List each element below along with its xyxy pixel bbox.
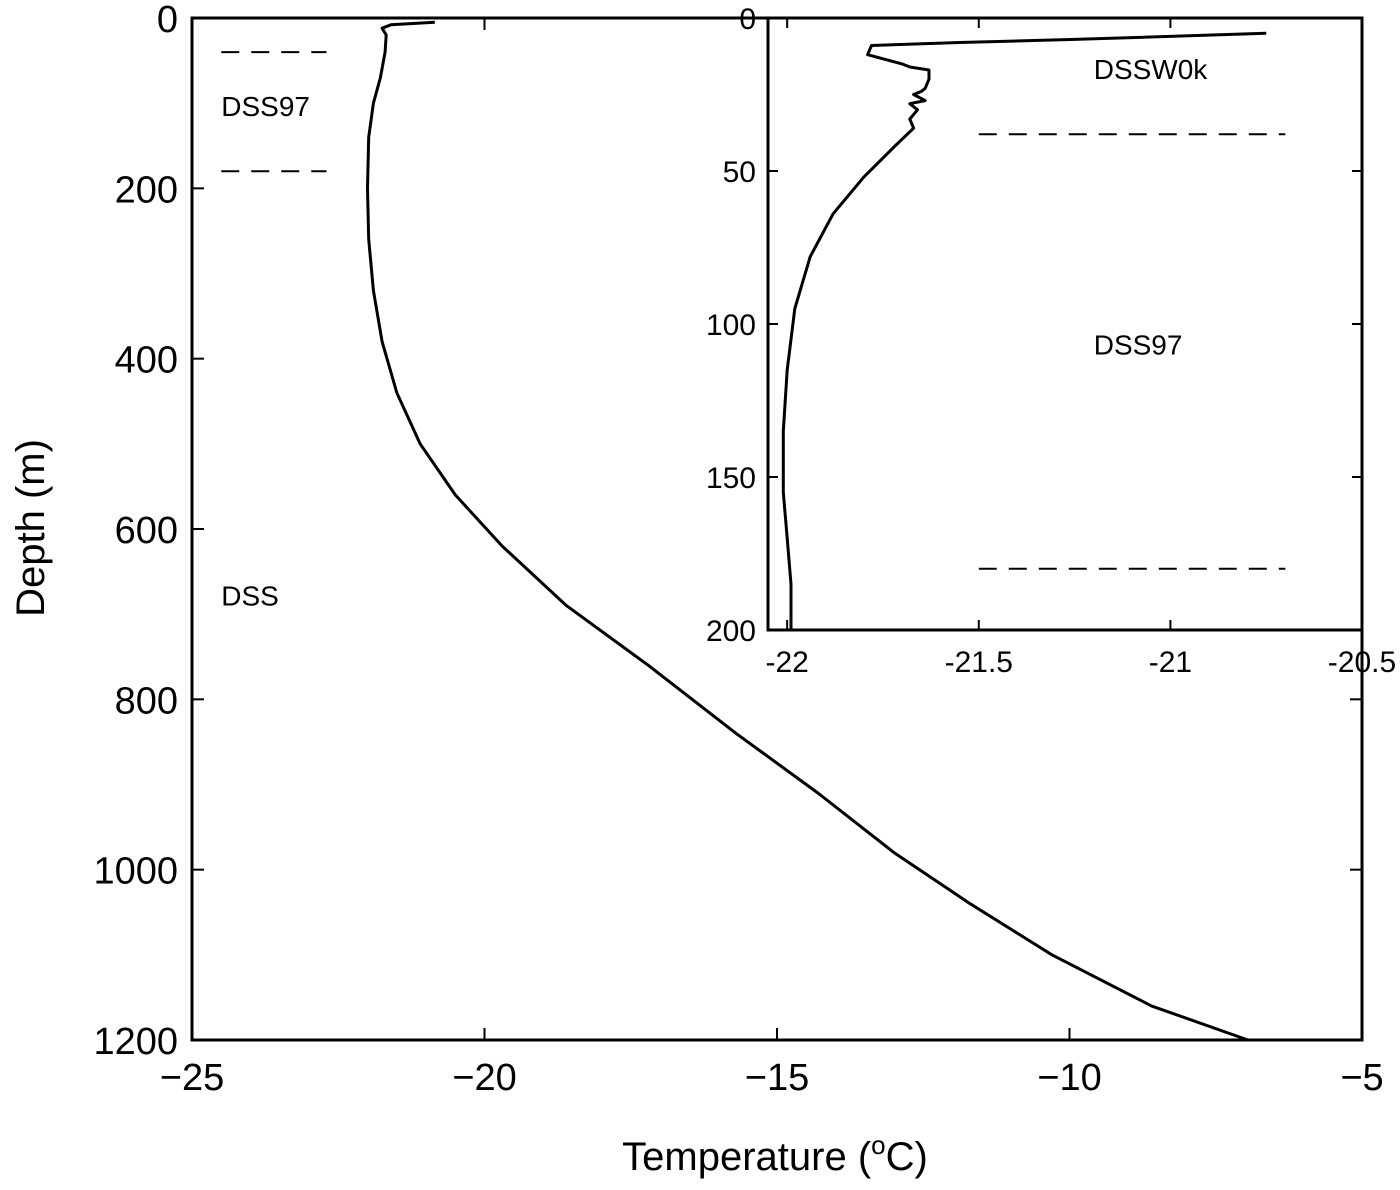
- main-ytick-label: 800: [115, 680, 178, 722]
- main-ytick-label: 200: [115, 169, 178, 211]
- inset-xtick-label: -20.5: [1328, 646, 1396, 679]
- inset-xtick-label: -22: [765, 646, 808, 679]
- inset-series-line: [781, 31, 1267, 630]
- inset-ytick-label: 150: [706, 462, 756, 495]
- x-axis-label: Temperature (oC): [622, 1130, 928, 1179]
- main-xtick-label: −10: [1037, 1057, 1101, 1099]
- main-ytick-label: 400: [115, 340, 178, 382]
- main-ytick-label: 1200: [93, 1021, 178, 1063]
- main-region-label: DSS: [221, 581, 279, 612]
- inset-ytick-label: 0: [739, 3, 756, 36]
- inset-plot: -22 -21.5 -21 -20.5 0 50 100 150 200 DSSW0k DSS97: [706, 3, 1396, 679]
- inset-region-label: DSS97: [1094, 330, 1183, 361]
- main-ytick-label: 0: [157, 0, 178, 41]
- inset-ytick-label: 50: [723, 156, 756, 189]
- x-axis-label-degree: o: [871, 1130, 885, 1160]
- main-plot: −25 −20 −15 −10 −5020040060080010001200DSS97…: [93, 0, 1383, 1099]
- inset-region-label: DSSW0k: [1094, 54, 1209, 85]
- main-xtick-label: −5: [1340, 1057, 1383, 1099]
- inset-xtick-label: -21.5: [945, 646, 1013, 679]
- main-series-line: [366, 20, 1249, 1042]
- inset-ytick-label: 100: [706, 309, 756, 342]
- main-region-label: DSS97: [221, 91, 310, 122]
- main-xtick-label: −20: [452, 1057, 516, 1099]
- main-xtick-label: −25: [160, 1057, 224, 1099]
- main-ytick-label: 600: [115, 510, 178, 552]
- inset-plot-frame: [766, 16, 1364, 632]
- main-xtick-label: −15: [745, 1057, 809, 1099]
- main-ytick-label: 1000: [93, 851, 178, 893]
- y-axis-label: Depth (m): [9, 439, 53, 617]
- inset-xtick-label: -21: [1149, 646, 1192, 679]
- inset-ytick-label: 200: [706, 615, 756, 648]
